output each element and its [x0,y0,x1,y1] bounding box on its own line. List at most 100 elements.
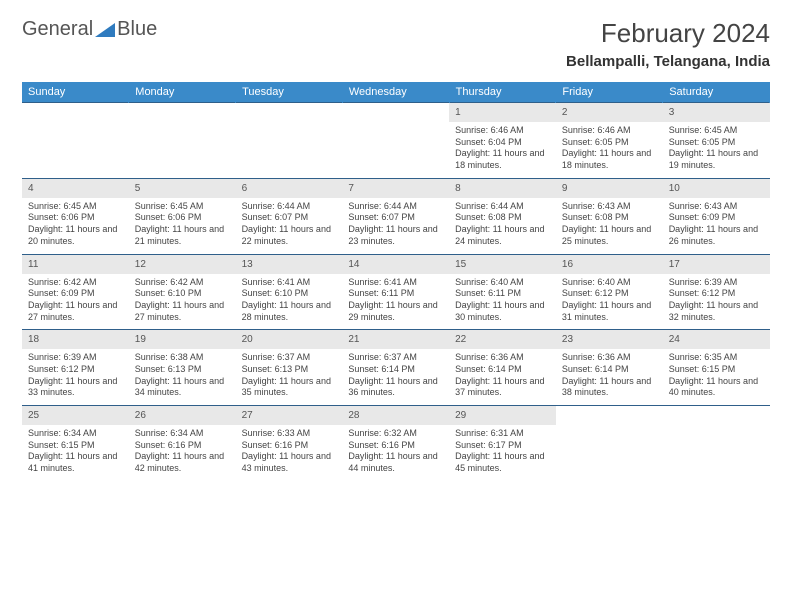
day-number: 1 [449,103,556,122]
sunrise-text: Sunrise: 6:42 AM [135,277,230,289]
day-data: Sunrise: 6:39 AMSunset: 6:12 PMDaylight:… [663,274,770,330]
day-of-week-header: Wednesday [342,82,449,103]
sunrise-text: Sunrise: 6:46 AM [455,125,550,137]
day-data: Sunrise: 6:45 AMSunset: 6:06 PMDaylight:… [22,198,129,254]
week-row: 4Sunrise: 6:45 AMSunset: 6:06 PMDaylight… [22,178,770,254]
day-number: 3 [663,103,770,122]
daylight-text: Daylight: 11 hours and 26 minutes. [669,224,764,247]
daylight-text: Daylight: 11 hours and 41 minutes. [28,451,123,474]
day-of-week-header: Thursday [449,82,556,103]
sunrise-text: Sunrise: 6:45 AM [28,201,123,213]
sunrise-text: Sunrise: 6:32 AM [348,428,443,440]
daylight-text: Daylight: 11 hours and 32 minutes. [669,300,764,323]
day-data: Sunrise: 6:42 AMSunset: 6:10 PMDaylight:… [129,274,236,330]
sunset-text: Sunset: 6:04 PM [455,137,550,149]
week-row: 25Sunrise: 6:34 AMSunset: 6:15 PMDayligh… [22,406,770,481]
day-number: 10 [663,179,770,198]
location: Bellampalli, Telangana, India [566,53,770,70]
day-number: 18 [22,330,129,349]
week-row: 18Sunrise: 6:39 AMSunset: 6:12 PMDayligh… [22,330,770,406]
sunrise-text: Sunrise: 6:43 AM [669,201,764,213]
daylight-text: Daylight: 11 hours and 35 minutes. [242,376,337,399]
day-number: 8 [449,179,556,198]
day-number: 7 [342,179,449,198]
sunrise-text: Sunrise: 6:34 AM [135,428,230,440]
daylight-text: Daylight: 11 hours and 18 minutes. [455,148,550,171]
sunrise-text: Sunrise: 6:43 AM [562,201,657,213]
day-cell: 6Sunrise: 6:44 AMSunset: 6:07 PMDaylight… [236,178,343,254]
sunset-text: Sunset: 6:09 PM [669,212,764,224]
sunset-text: Sunset: 6:07 PM [348,212,443,224]
sunset-text: Sunset: 6:14 PM [455,364,550,376]
sunset-text: Sunset: 6:06 PM [135,212,230,224]
day-cell: 2Sunrise: 6:46 AMSunset: 6:05 PMDaylight… [556,103,663,179]
day-number: 26 [129,406,236,425]
day-data: Sunrise: 6:34 AMSunset: 6:16 PMDaylight:… [129,425,236,481]
daylight-text: Daylight: 11 hours and 18 minutes. [562,148,657,171]
day-data: Sunrise: 6:44 AMSunset: 6:07 PMDaylight:… [342,198,449,254]
logo-text-1: General [22,18,93,41]
sunrise-text: Sunrise: 6:39 AM [669,277,764,289]
day-data: Sunrise: 6:44 AMSunset: 6:07 PMDaylight:… [236,198,343,254]
day-data: Sunrise: 6:31 AMSunset: 6:17 PMDaylight:… [449,425,556,481]
daylight-text: Daylight: 11 hours and 24 minutes. [455,224,550,247]
day-data: Sunrise: 6:36 AMSunset: 6:14 PMDaylight:… [449,349,556,405]
sunrise-text: Sunrise: 6:45 AM [135,201,230,213]
day-cell: 24Sunrise: 6:35 AMSunset: 6:15 PMDayligh… [663,330,770,406]
day-of-week-header: Monday [129,82,236,103]
sunrise-text: Sunrise: 6:44 AM [455,201,550,213]
daylight-text: Daylight: 11 hours and 34 minutes. [135,376,230,399]
day-number [129,103,236,122]
day-data: Sunrise: 6:32 AMSunset: 6:16 PMDaylight:… [342,425,449,481]
day-data: Sunrise: 6:46 AMSunset: 6:05 PMDaylight:… [556,122,663,178]
sunrise-text: Sunrise: 6:34 AM [28,428,123,440]
day-data: Sunrise: 6:35 AMSunset: 6:15 PMDaylight:… [663,349,770,405]
triangle-icon [95,23,115,37]
day-cell: 26Sunrise: 6:34 AMSunset: 6:16 PMDayligh… [129,406,236,481]
sunset-text: Sunset: 6:05 PM [669,137,764,149]
sunrise-text: Sunrise: 6:38 AM [135,352,230,364]
day-number: 19 [129,330,236,349]
sunrise-text: Sunrise: 6:44 AM [242,201,337,213]
day-data: Sunrise: 6:39 AMSunset: 6:12 PMDaylight:… [22,349,129,405]
day-data: Sunrise: 6:34 AMSunset: 6:15 PMDaylight:… [22,425,129,481]
day-number: 13 [236,255,343,274]
day-number: 6 [236,179,343,198]
sunset-text: Sunset: 6:10 PM [135,288,230,300]
daylight-text: Daylight: 11 hours and 38 minutes. [562,376,657,399]
day-data: Sunrise: 6:44 AMSunset: 6:08 PMDaylight:… [449,198,556,254]
day-number: 11 [22,255,129,274]
day-cell: 11Sunrise: 6:42 AMSunset: 6:09 PMDayligh… [22,254,129,330]
day-number: 15 [449,255,556,274]
day-number: 23 [556,330,663,349]
day-number: 14 [342,255,449,274]
day-number: 12 [129,255,236,274]
day-number [22,103,129,122]
daylight-text: Daylight: 11 hours and 23 minutes. [348,224,443,247]
day-cell: 8Sunrise: 6:44 AMSunset: 6:08 PMDaylight… [449,178,556,254]
daylight-text: Daylight: 11 hours and 20 minutes. [28,224,123,247]
day-of-week-header: Sunday [22,82,129,103]
day-data: Sunrise: 6:37 AMSunset: 6:14 PMDaylight:… [342,349,449,405]
daylight-text: Daylight: 11 hours and 29 minutes. [348,300,443,323]
week-row: 1Sunrise: 6:46 AMSunset: 6:04 PMDaylight… [22,103,770,179]
daylight-text: Daylight: 11 hours and 25 minutes. [562,224,657,247]
day-cell: 22Sunrise: 6:36 AMSunset: 6:14 PMDayligh… [449,330,556,406]
sunset-text: Sunset: 6:15 PM [28,440,123,452]
day-cell: 28Sunrise: 6:32 AMSunset: 6:16 PMDayligh… [342,406,449,481]
day-data: Sunrise: 6:43 AMSunset: 6:09 PMDaylight:… [663,198,770,254]
sunset-text: Sunset: 6:08 PM [562,212,657,224]
day-number: 21 [342,330,449,349]
day-cell: 9Sunrise: 6:43 AMSunset: 6:08 PMDaylight… [556,178,663,254]
day-number: 29 [449,406,556,425]
sunset-text: Sunset: 6:12 PM [28,364,123,376]
day-data: Sunrise: 6:45 AMSunset: 6:05 PMDaylight:… [663,122,770,178]
daylight-text: Daylight: 11 hours and 27 minutes. [28,300,123,323]
daylight-text: Daylight: 11 hours and 19 minutes. [669,148,764,171]
sunset-text: Sunset: 6:12 PM [562,288,657,300]
sunset-text: Sunset: 6:10 PM [242,288,337,300]
day-number: 28 [342,406,449,425]
sunrise-text: Sunrise: 6:40 AM [562,277,657,289]
sunset-text: Sunset: 6:09 PM [28,288,123,300]
sunrise-text: Sunrise: 6:37 AM [242,352,337,364]
